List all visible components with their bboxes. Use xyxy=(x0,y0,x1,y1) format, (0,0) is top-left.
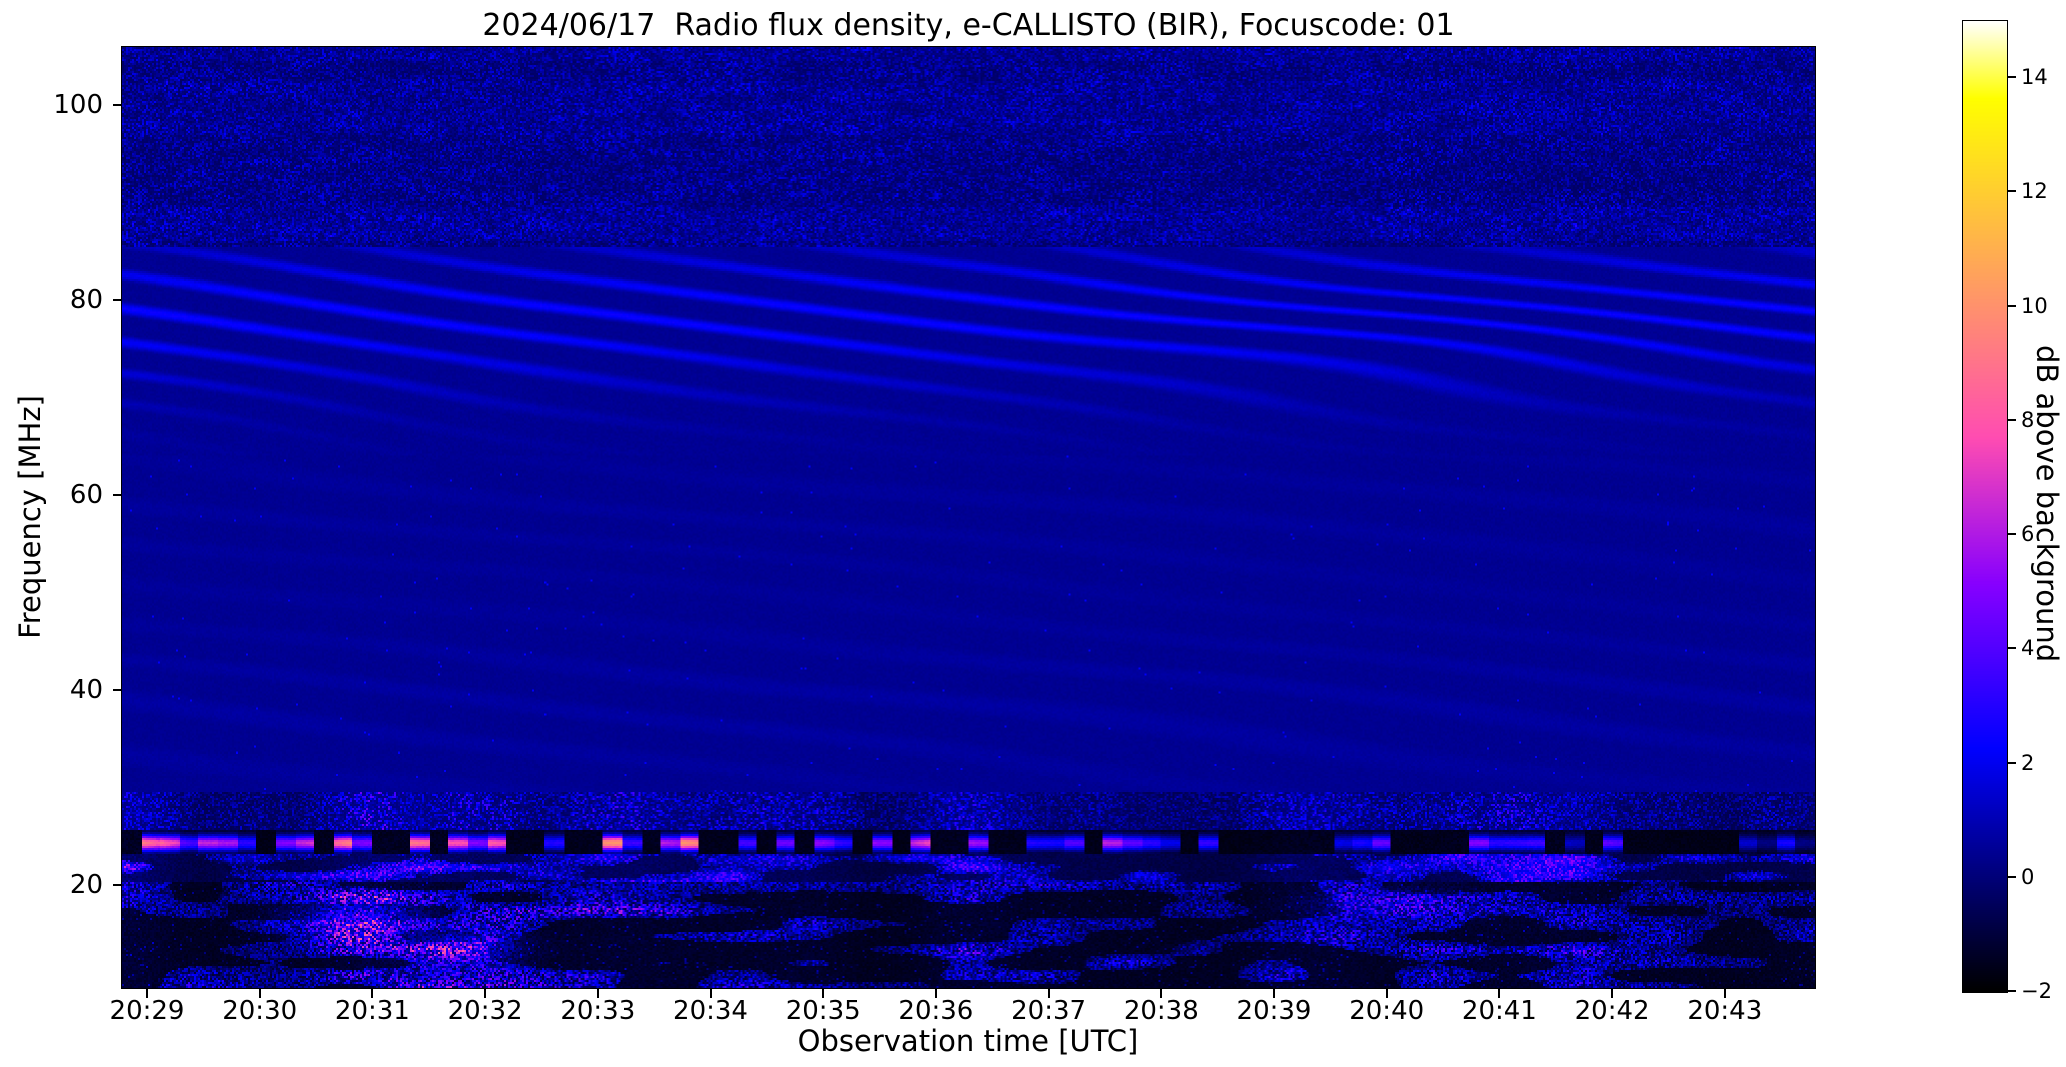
x-tick-mark xyxy=(1273,989,1275,998)
y-tick-label: 60 xyxy=(69,480,103,511)
colorbar-tick-mark xyxy=(2008,990,2016,992)
y-tick-mark xyxy=(113,883,122,886)
x-tick-mark xyxy=(258,989,261,998)
x-tick-mark xyxy=(1047,989,1050,998)
x-tick-mark xyxy=(934,989,937,998)
x-tick-mark xyxy=(822,989,825,998)
x-tick-label: 20:34 xyxy=(673,996,748,1026)
x-tick-label: 20:31 xyxy=(334,996,410,1026)
colorbar-tick-mark xyxy=(2008,76,2016,79)
y-tick-mark xyxy=(113,494,122,497)
x-tick-label: 20:32 xyxy=(447,996,523,1026)
y-tick-mark xyxy=(113,104,122,107)
colorbar-tick-label: −2 xyxy=(2021,979,2052,1003)
x-tick-mark xyxy=(596,989,599,998)
x-tick-label: 20:42 xyxy=(1574,996,1650,1026)
colorbar-tick-label: 6 xyxy=(2021,522,2035,547)
x-tick-mark xyxy=(1723,989,1726,998)
x-tick-label: 20:37 xyxy=(1011,996,1087,1026)
colorbar-tick-mark xyxy=(2008,533,2016,536)
colorbar-tick-mark xyxy=(2008,761,2016,764)
y-tick-label: 80 xyxy=(69,285,103,316)
x-axis-label: Observation time [UTC] xyxy=(797,1024,1139,1058)
colorbar-gradient xyxy=(1963,21,2007,992)
y-tick-label: 20 xyxy=(69,869,103,900)
x-tick-mark xyxy=(1498,989,1501,998)
x-tick-label: 20:29 xyxy=(109,996,185,1026)
colorbar-tick-mark xyxy=(2008,875,2016,878)
colorbar-tick-label: 8 xyxy=(2021,407,2035,432)
colorbar-tick-mark xyxy=(2008,190,2016,193)
y-tick-label: 100 xyxy=(53,90,103,121)
x-tick-label: 20:43 xyxy=(1687,996,1763,1026)
x-tick-label: 20:30 xyxy=(222,996,298,1026)
colorbar-tick-label: 14 xyxy=(2021,65,2048,90)
colorbar-tick-label: 10 xyxy=(2021,293,2048,318)
x-tick-mark xyxy=(1611,989,1614,998)
colorbar-tick-label: 0 xyxy=(2021,864,2035,889)
spectrogram-heatmap xyxy=(122,47,1815,988)
y-tick-mark xyxy=(113,299,122,302)
colorbar-tick-mark xyxy=(2008,418,2016,421)
chart-title: 2024/06/17 Radio flux density, e-CALLIST… xyxy=(482,8,1455,43)
colorbar-label: dB above background xyxy=(2030,345,2064,663)
y-tick-mark xyxy=(113,688,122,691)
x-tick-label: 20:36 xyxy=(898,996,974,1026)
x-tick-mark xyxy=(484,989,487,998)
colorbar-tick-mark xyxy=(2008,647,2016,650)
y-axis-label: Frequency [MHz] xyxy=(13,395,47,639)
colorbar xyxy=(1962,20,2008,993)
colorbar-tick-label: 12 xyxy=(2021,179,2048,204)
x-tick-label: 20:40 xyxy=(1349,996,1425,1026)
plot-area xyxy=(121,46,1816,989)
colorbar-tick-label: 4 xyxy=(2021,636,2035,661)
x-tick-mark xyxy=(1160,989,1163,998)
x-tick-mark xyxy=(709,989,712,998)
x-tick-label: 20:33 xyxy=(560,996,636,1026)
colorbar-tick-mark xyxy=(2008,304,2016,307)
x-tick-mark xyxy=(146,989,148,998)
x-tick-label: 20:35 xyxy=(785,996,861,1026)
x-tick-mark xyxy=(371,989,374,998)
x-tick-label: 20:41 xyxy=(1461,996,1537,1026)
x-tick-label: 20:39 xyxy=(1236,996,1312,1026)
y-tick-label: 40 xyxy=(69,674,103,705)
x-tick-mark xyxy=(1385,989,1388,998)
x-tick-label: 20:38 xyxy=(1123,996,1199,1026)
colorbar-tick-label: 2 xyxy=(2021,750,2035,775)
